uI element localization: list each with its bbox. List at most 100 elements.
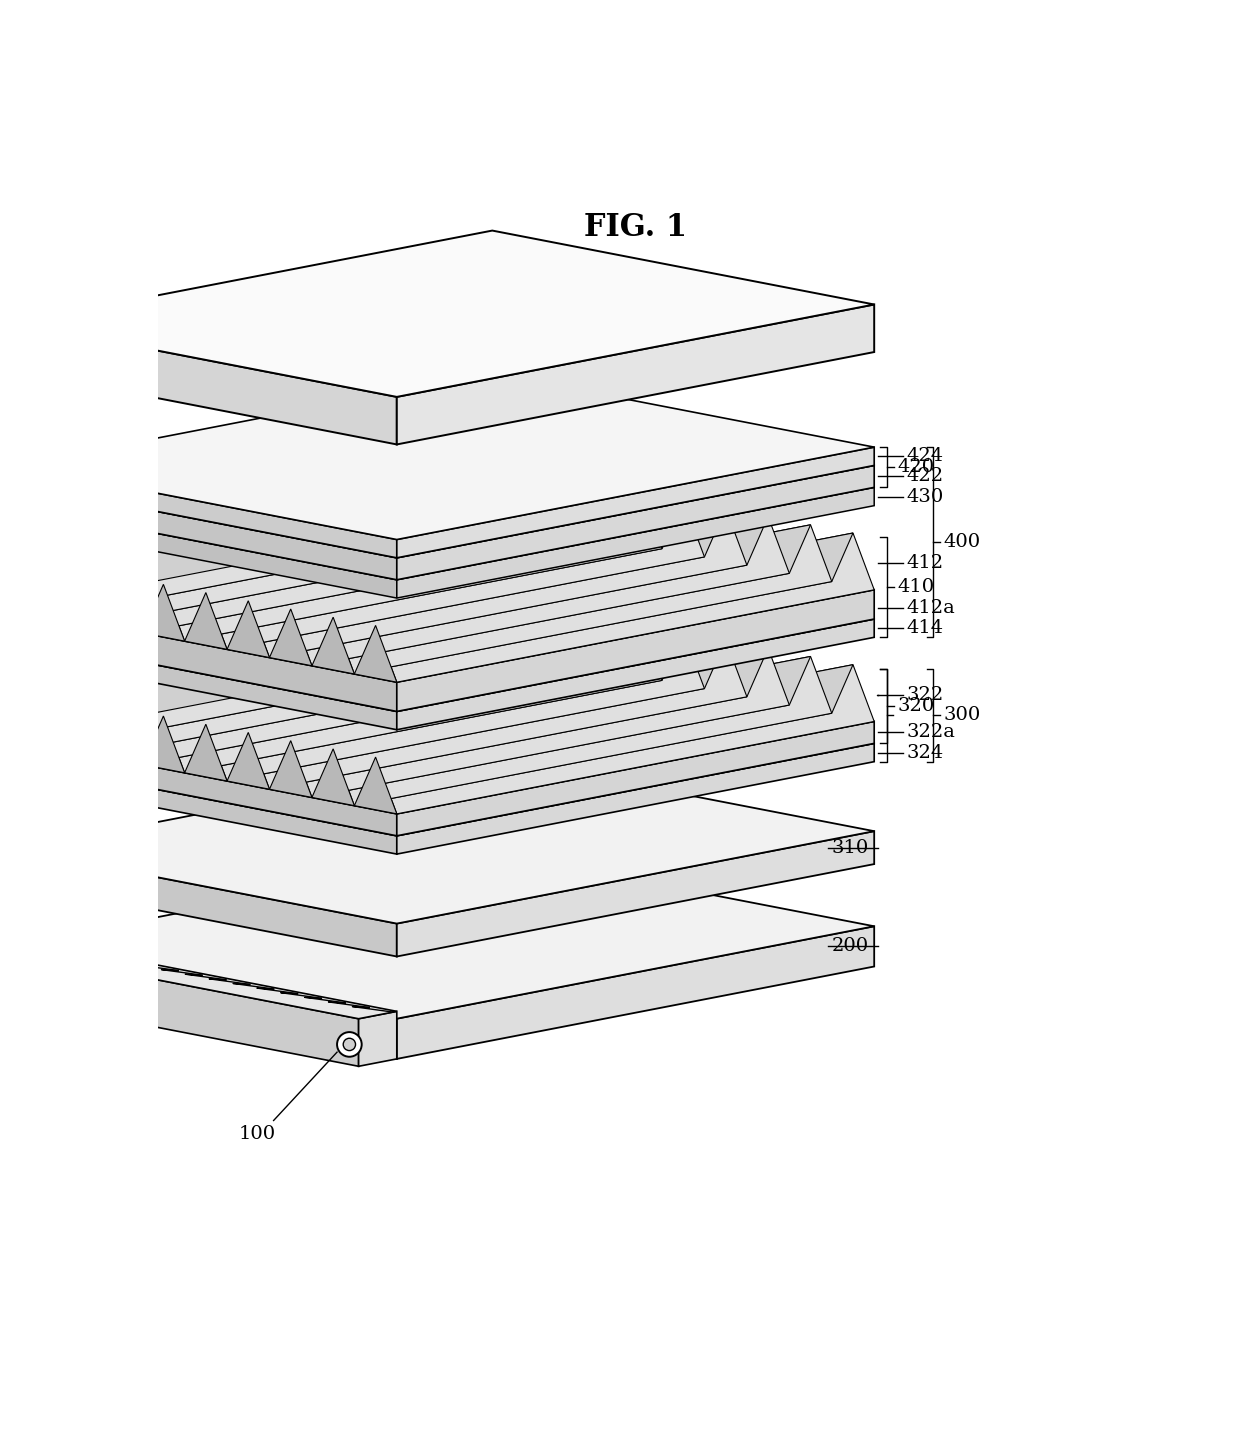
Polygon shape [99, 577, 143, 633]
Polygon shape [15, 484, 397, 579]
Polygon shape [15, 637, 397, 730]
Polygon shape [143, 717, 185, 773]
Text: 310: 310 [832, 838, 869, 857]
Polygon shape [355, 533, 853, 673]
Polygon shape [397, 305, 874, 445]
Polygon shape [15, 608, 397, 711]
Polygon shape [15, 231, 874, 397]
Polygon shape [248, 509, 746, 657]
Text: 322: 322 [906, 686, 944, 704]
Polygon shape [358, 1011, 397, 1066]
Circle shape [343, 1039, 356, 1051]
Polygon shape [185, 631, 683, 773]
Polygon shape [227, 601, 269, 657]
Polygon shape [227, 640, 725, 780]
Text: 412a: 412a [906, 600, 955, 617]
Polygon shape [57, 607, 556, 749]
Polygon shape [15, 762, 397, 854]
Polygon shape [164, 491, 662, 642]
Text: 422: 422 [906, 467, 944, 486]
Polygon shape [99, 484, 599, 624]
Polygon shape [36, 467, 534, 617]
Polygon shape [15, 413, 874, 579]
Polygon shape [143, 584, 185, 642]
Polygon shape [397, 465, 874, 579]
Polygon shape [15, 545, 874, 711]
Polygon shape [227, 509, 725, 649]
Polygon shape [15, 850, 397, 957]
Text: 424: 424 [906, 448, 944, 465]
Polygon shape [57, 568, 99, 624]
Text: 410: 410 [898, 578, 935, 597]
Polygon shape [185, 592, 227, 649]
Polygon shape [269, 649, 768, 789]
Text: 200: 200 [832, 938, 869, 955]
Polygon shape [143, 624, 641, 764]
Polygon shape [15, 373, 874, 539]
Polygon shape [15, 757, 874, 923]
Polygon shape [15, 647, 874, 814]
Polygon shape [15, 691, 57, 749]
Polygon shape [269, 516, 768, 657]
Text: 320: 320 [898, 696, 935, 715]
Polygon shape [15, 559, 57, 617]
Polygon shape [57, 699, 99, 756]
Polygon shape [122, 616, 620, 764]
Polygon shape [397, 487, 874, 598]
Polygon shape [185, 724, 227, 780]
Polygon shape [397, 618, 874, 730]
Polygon shape [15, 506, 397, 598]
Polygon shape [269, 741, 312, 798]
Circle shape [337, 1032, 362, 1056]
Polygon shape [206, 631, 704, 780]
Polygon shape [99, 708, 143, 764]
Polygon shape [227, 733, 269, 789]
Polygon shape [248, 640, 746, 789]
Text: 322a: 322a [906, 724, 955, 741]
Polygon shape [78, 475, 577, 624]
Polygon shape [397, 831, 874, 957]
Polygon shape [185, 500, 683, 642]
Text: 414: 414 [906, 618, 944, 637]
Polygon shape [15, 853, 874, 1019]
Text: FIG. 1: FIG. 1 [584, 212, 687, 243]
Polygon shape [312, 749, 355, 806]
Polygon shape [15, 465, 397, 558]
Polygon shape [15, 669, 874, 835]
Polygon shape [15, 392, 874, 558]
Polygon shape [15, 740, 397, 835]
Polygon shape [15, 945, 397, 1059]
Polygon shape [122, 484, 620, 633]
Polygon shape [376, 533, 874, 682]
Polygon shape [164, 624, 662, 773]
Polygon shape [397, 721, 874, 835]
Polygon shape [15, 600, 513, 740]
Polygon shape [355, 757, 397, 814]
Polygon shape [397, 926, 874, 1059]
Polygon shape [206, 500, 704, 649]
Polygon shape [15, 324, 397, 445]
Text: 430: 430 [906, 487, 944, 506]
Polygon shape [78, 607, 577, 756]
Text: 412: 412 [906, 555, 944, 572]
Polygon shape [312, 617, 355, 673]
Polygon shape [290, 649, 790, 798]
Polygon shape [334, 656, 832, 806]
Polygon shape [376, 665, 874, 814]
Polygon shape [15, 516, 874, 682]
Polygon shape [355, 665, 853, 806]
Polygon shape [312, 656, 811, 798]
Polygon shape [0, 938, 397, 1019]
Text: 324: 324 [906, 744, 944, 762]
Polygon shape [269, 608, 312, 666]
Polygon shape [312, 525, 811, 666]
Polygon shape [0, 945, 358, 1066]
Polygon shape [397, 743, 874, 854]
Polygon shape [143, 491, 641, 633]
Polygon shape [15, 467, 513, 608]
Polygon shape [36, 600, 534, 749]
Text: 300: 300 [944, 707, 981, 724]
Polygon shape [290, 516, 790, 666]
Text: 400: 400 [944, 533, 981, 551]
Polygon shape [334, 525, 832, 673]
